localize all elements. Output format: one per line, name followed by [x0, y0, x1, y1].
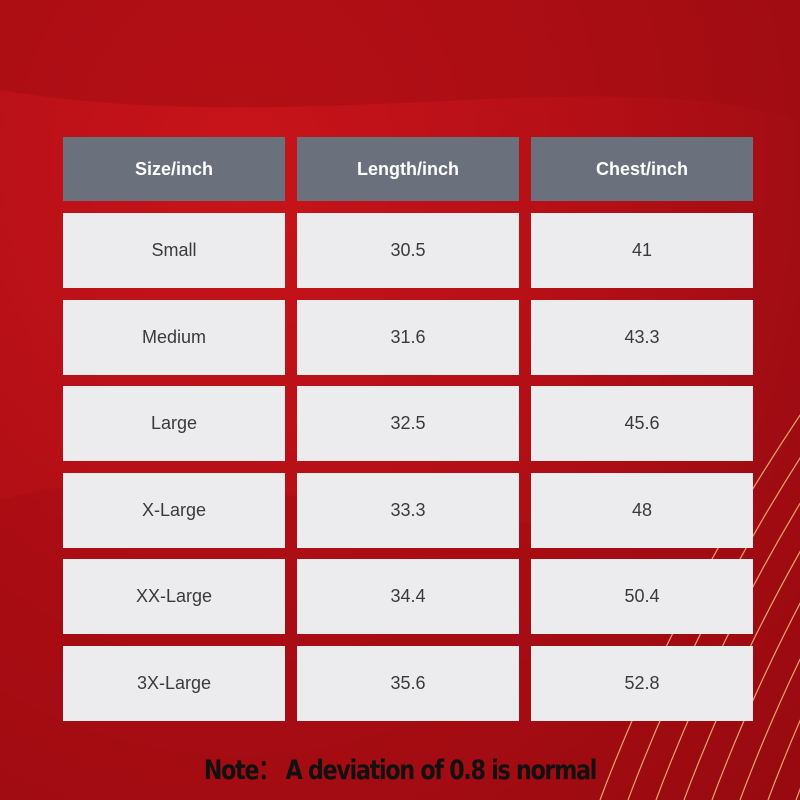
deviation-note: Note： A deviation of 0.8 is normal	[203, 755, 598, 786]
table-cell: 45.6	[531, 386, 753, 461]
table-cell: Small	[63, 213, 285, 288]
table-cell: X-Large	[63, 472, 285, 548]
table-cell: 41	[531, 213, 753, 288]
table-cell: 43.3	[531, 299, 753, 375]
table-cell: 33.3	[297, 472, 519, 548]
table-cell: 35.6	[297, 645, 519, 721]
table-cell: 30.5	[297, 213, 519, 288]
table-cell: 50.4	[531, 559, 753, 634]
gold-line	[711, 602, 800, 800]
table-cell: 3X-Large	[63, 645, 285, 721]
table-cell: Large	[63, 386, 285, 461]
gold-line	[655, 502, 800, 800]
gold-line	[683, 550, 800, 800]
gold-line	[767, 719, 800, 800]
column-header: Chest/inch	[531, 137, 753, 201]
table-cell: 32.5	[297, 386, 519, 461]
table-cell: 52.8	[531, 645, 753, 721]
table-cell: XX-Large	[63, 559, 285, 634]
column-header: Length/inch	[297, 137, 519, 201]
size-table: Size/inch Length/inch Chest/inch Small 30.5 4…	[63, 137, 753, 732]
table-cell: 34.4	[297, 559, 519, 634]
table-cell: 48	[531, 472, 753, 548]
column-header: Size/inch	[63, 137, 285, 201]
gold-line	[739, 658, 800, 800]
table-cell: Medium	[63, 299, 285, 375]
table-cell: 31.6	[297, 299, 519, 375]
